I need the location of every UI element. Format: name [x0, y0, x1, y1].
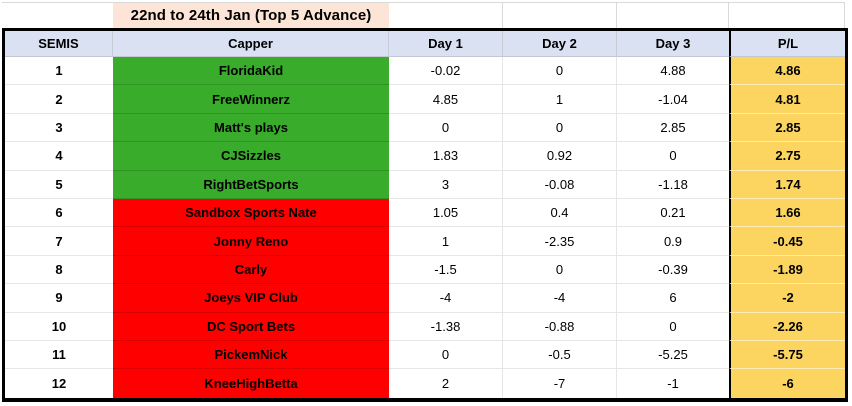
- day2-value[interactable]: -0.88: [503, 312, 617, 341]
- capper-name[interactable]: PickemNick: [113, 340, 389, 370]
- day1-value[interactable]: 3: [389, 170, 503, 199]
- day1-value[interactable]: -1.38: [389, 312, 503, 341]
- pl-value[interactable]: 2.75: [729, 142, 845, 171]
- semis-rank[interactable]: 4: [5, 142, 113, 171]
- pl-value[interactable]: 2.85: [729, 113, 845, 143]
- col-header-capper[interactable]: Capper: [113, 31, 389, 57]
- day2-value[interactable]: 0.92: [503, 142, 617, 171]
- col-header-semis[interactable]: SEMIS: [5, 31, 113, 57]
- pl-value[interactable]: -6: [729, 369, 845, 398]
- day1-value[interactable]: 0: [389, 340, 503, 370]
- semis-rank[interactable]: 7: [5, 227, 113, 256]
- pl-value[interactable]: -1.89: [729, 255, 845, 285]
- col-header-day1[interactable]: Day 1: [389, 31, 503, 57]
- pl-value[interactable]: -5.75: [729, 340, 845, 370]
- day3-value[interactable]: -1.04: [617, 85, 729, 114]
- day3-value[interactable]: 4.88: [617, 57, 729, 86]
- day3-value[interactable]: -0.39: [617, 256, 729, 285]
- col-header-day3[interactable]: Day 3: [617, 31, 729, 57]
- table-title[interactable]: 22nd to 24th Jan (Top 5 Advance): [113, 2, 389, 28]
- day3-value[interactable]: 0.9: [617, 227, 729, 256]
- title-row: 22nd to 24th Jan (Top 5 Advance): [2, 2, 845, 28]
- pl-value[interactable]: 4.81: [729, 85, 845, 114]
- day2-value[interactable]: 1: [503, 85, 617, 114]
- semis-rank[interactable]: 3: [5, 114, 113, 143]
- day2-value[interactable]: -2.35: [503, 227, 617, 256]
- day2-value[interactable]: -7: [503, 369, 617, 398]
- semis-rank[interactable]: 12: [51, 375, 67, 391]
- empty-cell[interactable]: [389, 2, 503, 28]
- capper-name[interactable]: FloridaKid: [113, 57, 389, 86]
- day3-value[interactable]: 0: [617, 142, 729, 171]
- day1-value[interactable]: 0: [389, 113, 503, 143]
- day3-value[interactable]: 0: [617, 313, 729, 341]
- pl-value[interactable]: 1.74: [729, 170, 845, 199]
- day1-value[interactable]: 4.85: [389, 85, 503, 114]
- semis-rank[interactable]: 2: [5, 85, 113, 114]
- empty-cell[interactable]: [617, 2, 729, 28]
- pl-value[interactable]: -0.45: [729, 227, 845, 256]
- day1-value[interactable]: 1.83: [389, 142, 503, 171]
- pl-value[interactable]: -2.26: [729, 312, 845, 341]
- day2-value[interactable]: 0: [503, 57, 617, 86]
- day3-value[interactable]: -1: [667, 375, 679, 391]
- day2-value[interactable]: 0: [503, 255, 617, 285]
- col-header-pl[interactable]: P/L: [729, 31, 845, 57]
- day2-value[interactable]: -4: [503, 284, 617, 313]
- semis-rank[interactable]: 8: [5, 256, 113, 285]
- semis-rank[interactable]: 9: [5, 284, 113, 313]
- semis-rank[interactable]: 10: [5, 313, 113, 341]
- day1-value[interactable]: 1.05: [389, 198, 503, 228]
- day3-value[interactable]: 0.21: [617, 199, 729, 228]
- capper-name[interactable]: Carly: [113, 255, 389, 285]
- capper-name[interactable]: Sandbox Sports Nate: [113, 198, 389, 228]
- empty-cell[interactable]: [2, 2, 113, 28]
- day2-value[interactable]: -0.08: [503, 170, 617, 199]
- capper-name[interactable]: DC Sport Bets: [113, 312, 389, 341]
- capper-name[interactable]: KneeHighBetta: [113, 369, 389, 398]
- semis-rank[interactable]: 5: [5, 171, 113, 199]
- empty-cell[interactable]: [729, 2, 845, 28]
- pl-value[interactable]: 4.86: [729, 57, 845, 86]
- day2-value[interactable]: 0: [503, 113, 617, 143]
- capper-name[interactable]: Joeys VIP Club: [113, 284, 389, 313]
- col-header-day2[interactable]: Day 2: [503, 31, 617, 57]
- semis-rank[interactable]: 6: [5, 199, 113, 228]
- capper-name[interactable]: CJSizzles: [113, 142, 389, 171]
- pl-value[interactable]: -2: [729, 284, 845, 313]
- results-table: SEMIS Capper Day 1 Day 2 Day 3 P/L 1 Flo…: [2, 28, 848, 402]
- empty-cell[interactable]: [503, 2, 617, 28]
- day3-value[interactable]: -5.25: [617, 341, 729, 370]
- day1-value[interactable]: -1.5: [389, 255, 503, 285]
- day2-value[interactable]: -0.5: [503, 340, 617, 370]
- capper-name[interactable]: Matt's plays: [113, 113, 389, 143]
- day2-value[interactable]: 0.4: [503, 198, 617, 228]
- day3-value[interactable]: 2.85: [617, 114, 729, 143]
- day1-value[interactable]: 2: [389, 369, 503, 398]
- day3-value[interactable]: -1.18: [617, 171, 729, 199]
- capper-name[interactable]: FreeWinnerz: [113, 85, 389, 114]
- semis-rank[interactable]: 1: [5, 57, 113, 86]
- pl-value[interactable]: 1.66: [729, 198, 845, 228]
- day3-value[interactable]: 6: [617, 284, 729, 313]
- day1-value[interactable]: 1: [389, 227, 503, 256]
- capper-name[interactable]: RightBetSports: [113, 170, 389, 199]
- day1-value[interactable]: -4: [389, 284, 503, 313]
- day1-value[interactable]: -0.02: [389, 57, 503, 86]
- capper-name[interactable]: Jonny Reno: [113, 227, 389, 256]
- semis-rank[interactable]: 11: [5, 341, 113, 370]
